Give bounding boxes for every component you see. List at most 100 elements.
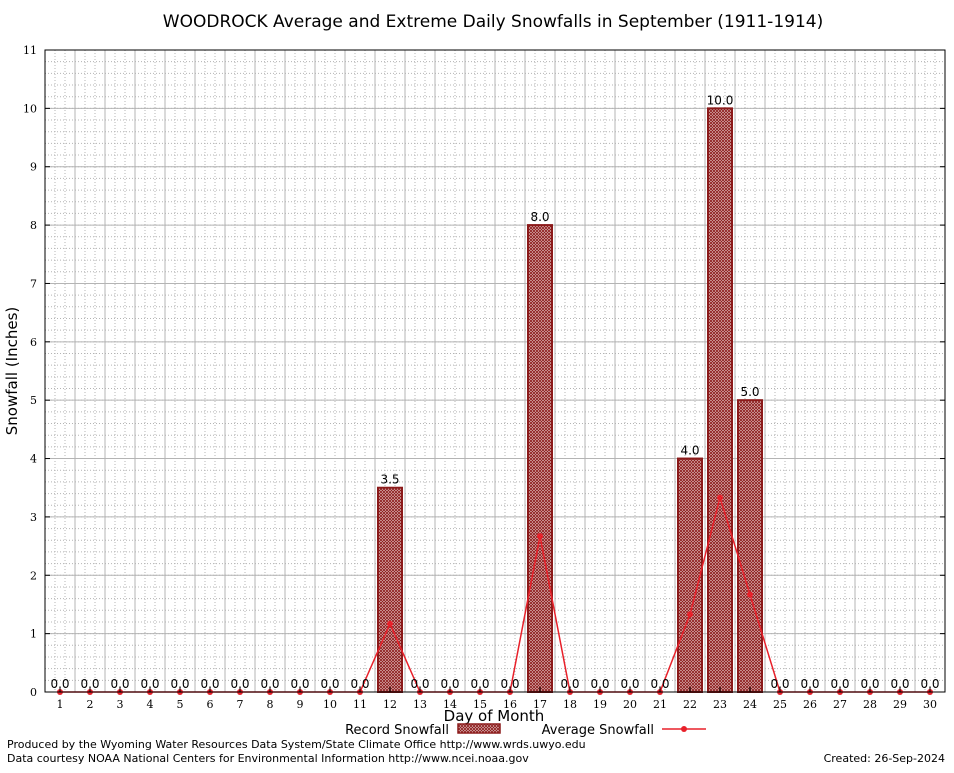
data-label: 8.0 <box>530 210 549 224</box>
data-label: 0.0 <box>560 677 579 691</box>
x-tick-label: 6 <box>207 698 214 711</box>
y-axis-ticks: 0 1 2 3 4 5 6 7 8 9 10 11 <box>23 44 945 699</box>
x-tick-label: 16 <box>503 698 517 711</box>
x-tick-label: 27 <box>833 698 847 711</box>
x-tick-label: 2 <box>87 698 94 711</box>
data-label: 0.0 <box>170 677 189 691</box>
data-label: 4.0 <box>680 444 699 458</box>
data-label: 0.0 <box>770 677 789 691</box>
record-bar <box>677 457 703 693</box>
data-label: 0.0 <box>620 677 639 691</box>
data-label: 0.0 <box>320 677 339 691</box>
data-label: 0.0 <box>50 677 69 691</box>
data-label: 0.0 <box>800 677 819 691</box>
legend-average-marker <box>681 726 687 732</box>
x-tick-label: 26 <box>803 698 817 711</box>
x-tick-label: 29 <box>893 698 907 711</box>
average-point <box>537 533 543 540</box>
footer-courtesy: Data courtesy NOAA National Centers for … <box>7 752 529 765</box>
y-tick-label: 8 <box>30 219 37 232</box>
data-label: 10.0 <box>707 93 734 107</box>
footer-producer: Produced by the Wyoming Water Resources … <box>7 738 586 751</box>
data-label: 0.0 <box>350 677 369 691</box>
y-tick-label: 4 <box>30 453 37 466</box>
x-tick-label: 13 <box>413 698 427 711</box>
y-tick-label: 9 <box>30 161 37 174</box>
average-point <box>687 611 693 618</box>
data-label: 0.0 <box>200 677 219 691</box>
x-tick-label: 11 <box>353 698 367 711</box>
data-labels: 0.0 0.0 0.0 0.0 0.0 0.0 0.0 0.0 0.0 0.0 0.0 3.5 0.0 0… <box>50 93 939 691</box>
data-label: 0.0 <box>860 677 879 691</box>
data-label: 0.0 <box>890 677 909 691</box>
data-label: 0.0 <box>830 677 849 691</box>
x-tick-label: 15 <box>473 698 487 711</box>
data-label: 0.0 <box>230 677 249 691</box>
data-label: 0.0 <box>470 677 489 691</box>
x-tick-label: 25 <box>773 698 787 711</box>
record-bar <box>707 107 733 693</box>
x-tick-label: 3 <box>117 698 124 711</box>
data-label: 0.0 <box>440 677 459 691</box>
data-label: 0.0 <box>590 677 609 691</box>
x-tick-label: 17 <box>533 698 547 711</box>
y-tick-label: 3 <box>30 511 37 524</box>
footer-created: Created: 26-Sep-2024 <box>823 752 945 765</box>
x-tick-label: 28 <box>863 698 877 711</box>
x-tick-label: 5 <box>177 698 184 711</box>
x-axis-ticks: 1 2 3 4 5 6 7 8 9 10 11 12 13 14 15 16 17 18 19 20 21 22 23 24 2… <box>57 687 937 711</box>
legend-average-label: Average Snowfall <box>542 723 654 738</box>
y-tick-label: 0 <box>30 686 37 699</box>
y-axis-label: Snowfall (Inches) <box>3 307 21 435</box>
data-label: 3.5 <box>380 473 399 487</box>
x-tick-label: 22 <box>683 698 697 711</box>
x-tick-label: 30 <box>923 698 937 711</box>
data-label: 5.0 <box>740 385 759 399</box>
plot-frame <box>44 49 946 693</box>
average-point <box>747 591 753 598</box>
y-tick-label: 5 <box>30 394 37 407</box>
x-tick-label: 1 <box>57 698 64 711</box>
data-label: 0.0 <box>140 677 159 691</box>
data-label: 0.0 <box>500 677 519 691</box>
y-tick-label: 1 <box>30 628 37 641</box>
y-tick-label: 2 <box>30 569 37 582</box>
grid <box>45 49 945 693</box>
x-tick-label: 18 <box>563 698 577 711</box>
data-label: 0.0 <box>110 677 129 691</box>
y-tick-label: 7 <box>30 277 37 290</box>
legend: Record Snowfall Average Snowfall <box>345 723 706 738</box>
record-bar <box>377 486 403 693</box>
record-bar <box>527 224 553 693</box>
x-tick-label: 10 <box>323 698 337 711</box>
x-tick-label: 4 <box>147 698 154 711</box>
x-tick-label: 21 <box>653 698 667 711</box>
x-axis-label: Day of Month <box>444 707 545 725</box>
x-tick-label: 24 <box>743 698 757 711</box>
legend-record-label: Record Snowfall <box>345 723 449 738</box>
x-tick-label: 14 <box>443 698 457 711</box>
x-tick-label: 20 <box>623 698 637 711</box>
data-label: 0.0 <box>410 677 429 691</box>
x-tick-label: 12 <box>383 698 397 711</box>
y-tick-label: 11 <box>23 44 37 57</box>
x-tick-label: 9 <box>297 698 304 711</box>
x-tick-label: 8 <box>267 698 274 711</box>
y-tick-label: 10 <box>23 102 37 115</box>
data-label: 0.0 <box>650 677 669 691</box>
average-point <box>717 494 723 501</box>
x-tick-label: 19 <box>593 698 607 711</box>
y-tick-label: 6 <box>30 336 37 349</box>
x-tick-label: 7 <box>237 698 244 711</box>
x-tick-label: 23 <box>713 698 727 711</box>
record-bar <box>737 399 763 693</box>
data-label: 0.0 <box>260 677 279 691</box>
data-label: 0.0 <box>80 677 99 691</box>
data-label: 0.0 <box>290 677 309 691</box>
legend-record-swatch <box>457 723 501 734</box>
data-label: 0.0 <box>920 677 939 691</box>
average-point <box>387 620 393 627</box>
chart-title: WOODROCK Average and Extreme Daily Snowf… <box>163 12 823 32</box>
